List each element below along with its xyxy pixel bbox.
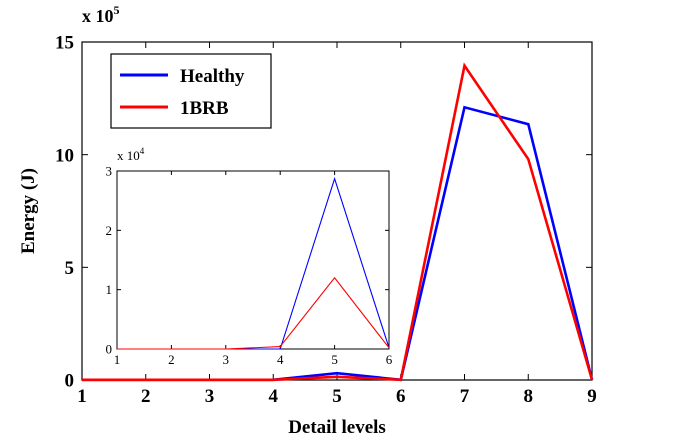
- inset-x-tick-label: 4: [277, 352, 284, 367]
- main-series-line-2: [82, 62, 594, 382]
- y-axis-label: Energy (J): [18, 168, 39, 254]
- main-y-exponent: x 105: [82, 3, 120, 26]
- inset-y-tick-label: 2: [106, 223, 113, 238]
- main-x-tick-labels: 1 2 3 4 5 6 7 8 9: [77, 386, 597, 407]
- inset-y-tick-label: 0: [106, 342, 113, 357]
- main-x-tick-label: 8: [524, 386, 534, 407]
- inset-series: [117, 176, 390, 350]
- inset-series-line-2: [117, 276, 390, 350]
- main-y-tick-label: 0: [65, 371, 75, 392]
- inset-x-tick-label: 1: [114, 352, 121, 367]
- main-x-tick-label: 3: [205, 386, 215, 407]
- inset-x-tick-label: 5: [331, 352, 338, 367]
- main-series: [82, 62, 594, 382]
- main-x-tick-label: 6: [396, 386, 406, 407]
- main-y-tick-label: 10: [55, 145, 74, 166]
- legend-label-healthy: Healthy: [180, 66, 245, 87]
- legend-label-1brb: 1BRB: [180, 98, 229, 119]
- legend: Healthy 1BRB: [110, 53, 272, 129]
- inset-x-tick-label: 2: [168, 352, 175, 367]
- inset-plot-area: [116, 170, 390, 350]
- inset-y-tick-label: 3: [106, 164, 113, 179]
- main-y-tick-label: 5: [65, 258, 75, 279]
- main-x-tick-label: 1: [77, 386, 87, 407]
- x-axis-label: Detail levels: [288, 417, 386, 438]
- main-y-tick-labels: 0 5 10 15: [55, 33, 74, 392]
- inset-y-tick-label: 1: [106, 282, 113, 297]
- inset-y-tick-labels: 0 1 2 3: [106, 164, 113, 357]
- inset-x-tick-labels: 1 2 3 4 5 6: [114, 352, 393, 367]
- main-x-tick-label: 4: [269, 386, 279, 407]
- inset-y-exponent: x 104: [117, 146, 145, 163]
- legend-box: [110, 53, 272, 129]
- main-x-tick-label: 5: [332, 386, 342, 407]
- main-x-tick-label: 9: [587, 386, 597, 407]
- main-x-tick-label: 2: [141, 386, 151, 407]
- inset-x-tick-label: 6: [386, 352, 393, 367]
- main-y-tick-label: 15: [55, 33, 74, 54]
- inset-x-tick-label: 3: [223, 352, 230, 367]
- main-x-tick-label: 7: [460, 386, 470, 407]
